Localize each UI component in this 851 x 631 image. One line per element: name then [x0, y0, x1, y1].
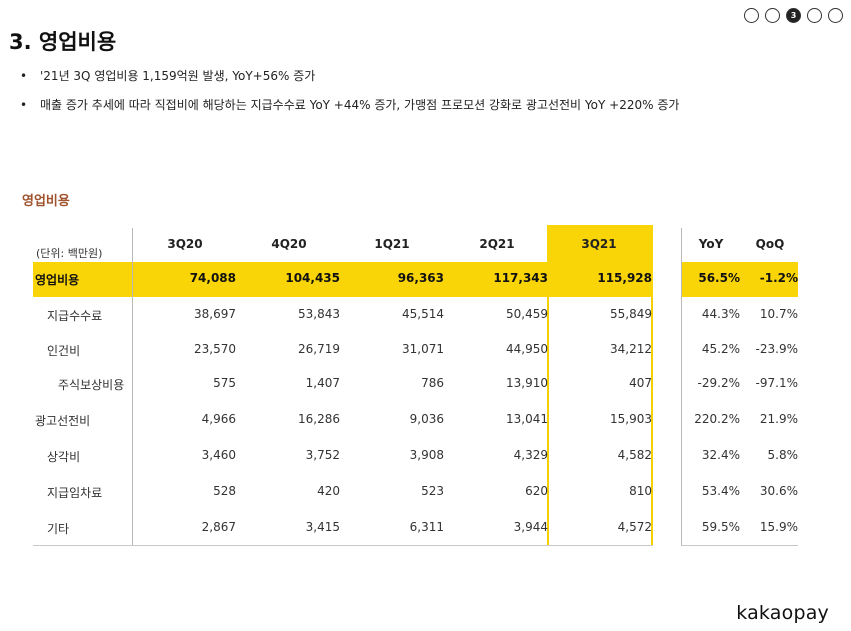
column-header-4q20: 4Q20: [271, 237, 307, 251]
kakaopay-logo: kakaopay: [736, 602, 829, 624]
row-label: 지급임차료: [47, 486, 103, 500]
page-dot-1[interactable]: [744, 8, 759, 23]
table-cell: 523: [421, 484, 444, 498]
table-cell: 810: [629, 484, 652, 498]
table-cell: 31,071: [402, 342, 444, 356]
yoy-cell: 56.5%: [698, 271, 740, 285]
column-header-3q20: 3Q20: [167, 237, 203, 251]
table-cell: 4,966: [201, 412, 236, 426]
qoq-cell: -1.2%: [759, 271, 798, 285]
column-header-qoq: QoQ: [755, 237, 785, 251]
bullet-item: 매출 증가 추세에 따라 직접비에 해당하는 지급수수료 YoY +44% 증가…: [20, 97, 679, 126]
table-cell: 4,582: [617, 448, 652, 462]
table-cell: 23,570: [194, 342, 236, 356]
yoy-cell: -29.2%: [697, 376, 740, 390]
qoq-cell: -97.1%: [755, 376, 798, 390]
yoy-cell: 59.5%: [701, 520, 740, 534]
page-dot-2[interactable]: [765, 8, 780, 23]
table-cell: 1,407: [305, 376, 340, 390]
unit-label: (단위: 백만원): [36, 247, 103, 260]
qoq-cell: 21.9%: [759, 412, 798, 426]
table-cell: 13,041: [506, 412, 548, 426]
table-cell: 407: [629, 376, 652, 390]
table-cell: 15,903: [610, 412, 652, 426]
column-header-3q21: 3Q21: [581, 237, 617, 251]
column-header-yoy: YoY: [698, 237, 724, 251]
row-label: 인건비: [47, 344, 81, 358]
table-cell: 620: [525, 484, 548, 498]
table-cell: 50,459: [506, 307, 548, 321]
page-dot-4[interactable]: [807, 8, 822, 23]
table-cell: 3,908: [409, 448, 444, 462]
table-cell: 34,212: [610, 342, 652, 356]
row-label: 영업비용: [35, 273, 80, 287]
table-cell: 104,435: [285, 271, 340, 285]
row-label: 상각비: [47, 450, 81, 464]
yoy-cell: 44.3%: [701, 307, 740, 321]
column-header-1q21: 1Q21: [374, 237, 410, 251]
table-cell: 2,867: [201, 520, 236, 534]
yoy-cell: 53.4%: [701, 484, 740, 498]
yoy-cell: 220.2%: [694, 412, 740, 426]
bullet-item: '21년 3Q 영업비용 1,159억원 발생, YoY+56% 증가: [20, 68, 679, 97]
page-dot-3-active[interactable]: 3: [786, 8, 801, 23]
row-label: 기타: [47, 522, 70, 536]
table-cell: 4,572: [617, 520, 652, 534]
col-3q21-right-border: [651, 297, 653, 545]
summary-bullets: '21년 3Q 영업비용 1,159억원 발생, YoY+56% 증가 매출 증…: [20, 68, 679, 126]
table-cell: 13,910: [506, 376, 548, 390]
table-cell: 528: [213, 484, 236, 498]
total-growth-highlight: [681, 262, 798, 297]
table-cell: 9,036: [409, 412, 444, 426]
table-cell: 575: [213, 376, 236, 390]
section-label: 영업비용: [22, 194, 70, 209]
table-cell: 45,514: [402, 307, 444, 321]
column-header-2q21: 2Q21: [479, 237, 515, 251]
col-3q21-header-highlight: [547, 225, 653, 262]
table-cell: 3,460: [201, 448, 236, 462]
label-column-divider: [132, 228, 133, 546]
table-cell: 44,950: [506, 342, 548, 356]
table-cell: 3,415: [305, 520, 340, 534]
total-row-highlight: [33, 262, 653, 297]
table-bottom-border: [33, 545, 653, 546]
page-title: 3. 영업비용: [9, 30, 117, 54]
yoy-cell: 45.2%: [701, 342, 740, 356]
table-cell: 6,311: [409, 520, 444, 534]
qoq-cell: 10.7%: [759, 307, 798, 321]
qoq-cell: 15.9%: [759, 520, 798, 534]
growth-column-divider: [681, 228, 682, 546]
table-cell: 55,849: [610, 307, 652, 321]
table-cell: 53,843: [298, 307, 340, 321]
table-cell: 3,752: [305, 448, 340, 462]
col-3q21-left-border: [547, 297, 549, 545]
table-cell: 117,343: [493, 271, 548, 285]
page-indicator: 3: [744, 8, 843, 23]
table-cell: 420: [317, 484, 340, 498]
table-cell: 115,928: [597, 271, 652, 285]
table-cell: 26,719: [298, 342, 340, 356]
table-cell: 96,363: [397, 271, 444, 285]
table-cell: 3,944: [513, 520, 548, 534]
table-cell: 16,286: [298, 412, 340, 426]
table-cell: 4,329: [513, 448, 548, 462]
row-label: 지급수수료: [47, 309, 103, 323]
table-cell: 786: [421, 376, 444, 390]
qoq-cell: -23.9%: [755, 342, 798, 356]
table-cell: 38,697: [194, 307, 236, 321]
table-cell: 74,088: [189, 271, 236, 285]
qoq-cell: 30.6%: [759, 484, 798, 498]
page-dot-5[interactable]: [828, 8, 843, 23]
yoy-cell: 32.4%: [701, 448, 740, 462]
growth-bottom-border: [681, 545, 798, 546]
row-label: 광고선전비: [35, 414, 91, 428]
qoq-cell: 5.8%: [767, 448, 799, 462]
row-label: 주식보상비용: [58, 378, 125, 392]
